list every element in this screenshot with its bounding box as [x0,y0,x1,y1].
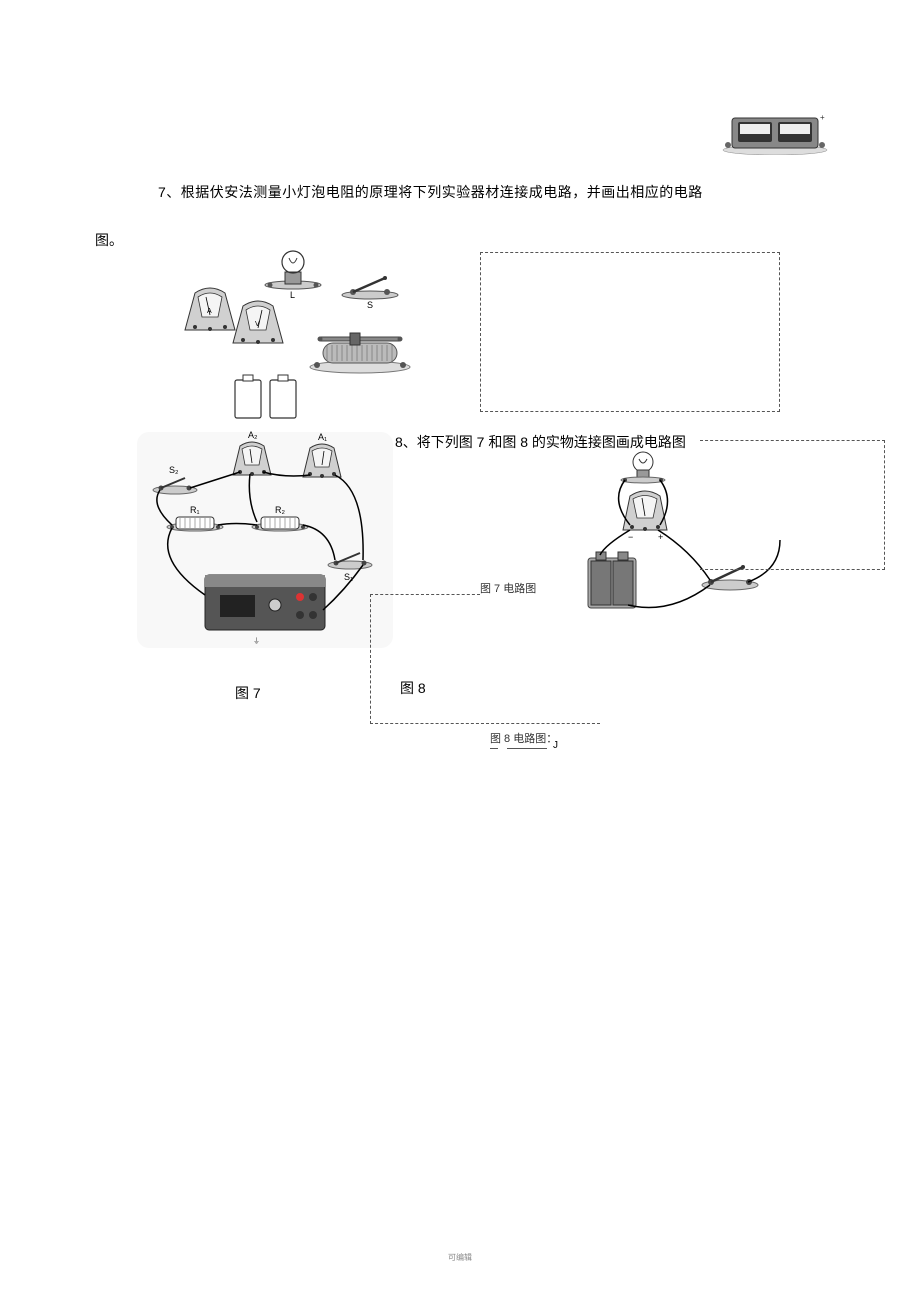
top-meter-image: + [720,110,830,155]
svg-text:A₂: A₂ [248,430,258,440]
svg-text:S₂: S₂ [169,465,179,475]
q7-text-line2: 图。 [95,230,123,250]
q7-line1: 根据伏安法测量小灯泡电阻的原理将下列实验器材连接成电路，并画出相应的电路 [181,184,703,200]
svg-text:⏚: ⏚ [253,637,260,645]
q7-answer-box [480,252,780,412]
svg-text:+: + [820,113,825,122]
fig7-circuit-image: ⏚ A₂ A₁ S₂ [135,430,395,650]
fig8-answer-label: 图 8 电路图： [490,730,557,746]
q7-components-image: L S A [180,250,430,420]
fig8-j-label: J [553,740,558,751]
fig8-bottom-dash-b [507,748,547,749]
fig8-ans-box [700,440,885,570]
q8-number: 8、 [395,434,417,450]
ammeter-letter: A [207,308,212,315]
q7-number: 7、 [158,184,181,200]
q8-body: 将下列图 7 和图 8 的实物连接图画成电路图 [417,434,686,450]
svg-text:−: − [628,532,633,542]
fig8-bottom-dash-a [490,748,498,749]
fig8-label: 图 8 [400,678,426,698]
fig7-ans-box [370,594,600,724]
footer-text: 可编辑 [448,1252,472,1263]
svg-text:R₂: R₂ [275,505,285,515]
q8-text: 8、将下列图 7 和图 8 的实物连接图画成电路图 [395,432,686,452]
bulb-label: L [290,290,295,300]
fig7-label: 图 7 [235,683,261,703]
svg-text:A₁: A₁ [318,432,327,442]
svg-text:R₁: R₁ [190,505,200,515]
q7-text-line1: 7、根据伏安法测量小灯泡电阻的原理将下列实验器材连接成电路，并画出相应的电路 [158,182,703,202]
voltmeter-letter: V [255,321,260,328]
page-container: + 7、根据伏安法测量小灯泡电阻的原理将下列实验器材连接成电路，并画出相应的电路… [0,0,920,1303]
switch-label: S [367,300,373,310]
